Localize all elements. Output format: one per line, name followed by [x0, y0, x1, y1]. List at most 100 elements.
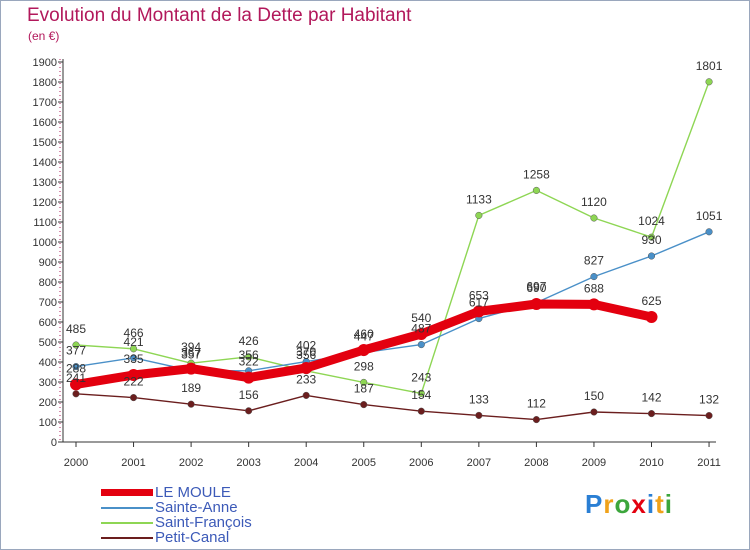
data-label-petit-canal: 241 [66, 371, 86, 385]
x-tick-label: 2001 [121, 457, 145, 469]
data-label-saint-francois: 485 [66, 322, 86, 336]
x-tick-label: 2003 [236, 457, 260, 469]
y-tick-label: 1300 [33, 177, 57, 189]
y-tick-label: 1700 [33, 97, 57, 109]
data-label-petit-canal: 112 [527, 397, 546, 411]
y-tick-label: 300 [39, 377, 57, 389]
data-point-le-moule [472, 305, 485, 318]
data-point-le-moule [587, 298, 600, 311]
y-tick-label: 1800 [33, 77, 57, 89]
data-point-saint-francois [532, 186, 540, 194]
data-point-petit-canal [130, 394, 138, 402]
data-label-le-moule: 540 [411, 311, 431, 325]
y-tick-label: 1200 [33, 197, 57, 209]
data-label-petit-canal: 233 [296, 372, 316, 386]
data-point-petit-canal [705, 412, 713, 420]
data-label-le-moule: 322 [239, 355, 259, 369]
legend-label-petit-canal: Petit-Canal [155, 529, 230, 546]
data-point-saint-francois [417, 389, 425, 397]
y-tick-label: 0 [51, 437, 57, 449]
data-point-petit-canal [417, 407, 425, 415]
data-point-le-moule [645, 311, 658, 323]
y-tick-label: 1100 [33, 217, 57, 229]
data-label-sainte-anne: 356 [239, 348, 259, 362]
data-point-petit-canal [475, 411, 483, 419]
data-point-petit-canal [647, 410, 656, 418]
x-tick-label: 2002 [179, 457, 203, 469]
data-label-le-moule: 653 [469, 288, 489, 302]
y-tick-label: 400 [39, 357, 57, 369]
x-tick-label: 2004 [294, 457, 318, 469]
data-label-le-moule: 370 [296, 345, 316, 359]
data-point-saint-francois [130, 345, 138, 353]
data-label-sainte-anne: 402 [296, 339, 316, 353]
data-label-saint-francois: 1258 [523, 167, 550, 181]
data-label-petit-canal: 142 [641, 391, 661, 405]
x-tick-label: 2007 [467, 457, 491, 469]
series-line-saint-francois [75, 81, 710, 395]
data-label-le-moule: 460 [354, 327, 374, 341]
legend-swatch-sainte-anne [101, 507, 153, 509]
legend-label-le-moule: LE MOULE [155, 484, 231, 501]
series-line-sainte-anne [75, 231, 710, 372]
chart-title: Evolution du Montant de la Dette par Hab… [27, 5, 412, 26]
y-tick-label: 800 [39, 277, 57, 289]
data-point-sainte-anne [417, 341, 425, 349]
data-label-sainte-anne: 930 [641, 233, 661, 247]
data-point-le-moule [185, 362, 198, 375]
data-label-le-moule: 335 [124, 352, 144, 366]
y-tick-label: 1400 [33, 157, 57, 169]
data-label-sainte-anne: 421 [124, 335, 144, 349]
data-label-le-moule: 625 [641, 294, 661, 308]
x-tick-label: 2009 [582, 457, 606, 469]
data-label-petit-canal: 132 [699, 393, 719, 407]
y-tick-label: 500 [39, 337, 57, 349]
data-point-petit-canal [302, 391, 310, 399]
data-point-petit-canal [187, 400, 195, 408]
y-tick-label: 1600 [33, 117, 57, 129]
data-label-saint-francois: 1133 [466, 192, 492, 206]
y-tick-label: 600 [39, 317, 57, 329]
data-label-petit-canal: 133 [469, 392, 489, 406]
data-point-petit-canal [245, 407, 253, 415]
data-label-le-moule: 367 [181, 346, 201, 360]
data-label-sainte-anne: 447 [354, 330, 374, 344]
legend-label-sainte-anne: Sainte-Anne [155, 499, 238, 516]
data-point-le-moule [70, 378, 82, 391]
chart-subtitle: (en €) [28, 29, 60, 43]
data-point-le-moule [300, 362, 313, 374]
data-point-saint-francois [360, 378, 368, 386]
y-tick-label: 700 [39, 297, 57, 309]
data-point-petit-canal [532, 416, 540, 424]
x-tick-label: 2011 [697, 457, 721, 469]
series-line-petit-canal [75, 393, 710, 421]
data-label-saint-francois: 1801 [696, 59, 723, 73]
legend-swatch-petit-canal [101, 537, 153, 539]
data-point-petit-canal [72, 390, 80, 398]
data-point-le-moule [357, 344, 370, 356]
x-tick-label: 2006 [409, 457, 433, 469]
data-point-sainte-anne [705, 228, 713, 236]
y-tick-label: 1900 [33, 57, 57, 69]
y-tick-label: 100 [39, 417, 57, 429]
data-label-sainte-anne: 827 [584, 254, 604, 268]
data-label-sainte-anne: 1051 [696, 209, 723, 223]
data-label-sainte-anne: 697 [526, 280, 546, 294]
data-point-petit-canal [360, 401, 368, 409]
data-label-petit-canal: 156 [239, 388, 259, 402]
data-point-saint-francois [705, 78, 713, 86]
legend-swatch-saint-francois [101, 522, 153, 524]
data-label-le-moule: 288 [66, 361, 86, 375]
data-label-petit-canal: 189 [181, 381, 201, 395]
data-label-petit-canal: 154 [411, 388, 431, 402]
y-tick-label: 1500 [33, 137, 57, 149]
data-label-petit-canal: 150 [584, 389, 604, 403]
data-point-le-moule [127, 369, 140, 381]
data-label-saint-francois: 298 [354, 359, 374, 373]
legend-label-saint-francois: Saint-François [155, 514, 252, 531]
data-label-saint-francois: 394 [181, 340, 201, 354]
data-point-saint-francois [72, 341, 80, 349]
data-label-le-moule: 688 [584, 281, 604, 295]
